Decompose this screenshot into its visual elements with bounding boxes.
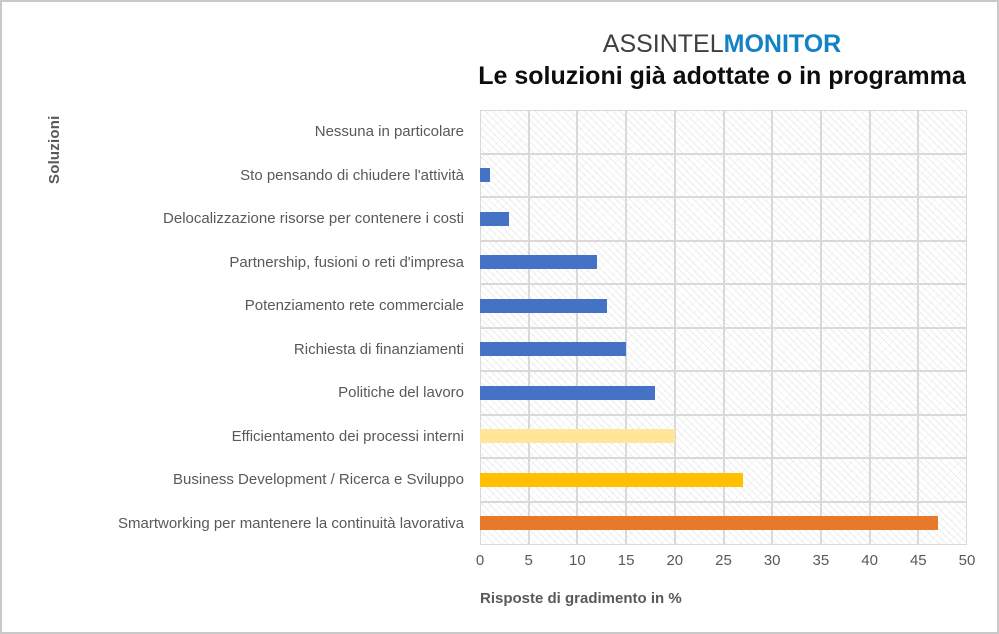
category-label: Potenziamento rete commerciale	[244, 297, 464, 315]
x-tick-label: 5	[524, 552, 533, 569]
horizontal-gridline	[480, 326, 967, 329]
horizontal-gridline	[480, 283, 967, 285]
chart-subtitle: Le soluzioni già adottate o in programma	[478, 62, 966, 90]
bar	[480, 342, 627, 357]
category-label: Smartworking per mantenere la continuità…	[117, 514, 464, 532]
horizontal-gridline	[480, 152, 967, 155]
bar-row	[480, 110, 967, 154]
x-tick-label: 10	[569, 552, 586, 569]
bar-row	[480, 241, 967, 285]
bar-row	[480, 154, 967, 198]
chart-header: ASSINTELMONITOR Le soluzioni già adottat…	[442, 29, 997, 91]
x-tick-label: 30	[763, 552, 781, 569]
horizontal-gridline	[480, 413, 967, 416]
x-tick-label: 45	[909, 552, 927, 569]
x-tick-label: 25	[715, 552, 732, 569]
bar	[480, 255, 597, 270]
x-tick-label: 50	[958, 552, 976, 569]
bar	[480, 298, 607, 313]
horizontal-gridline	[480, 500, 967, 503]
horizontal-gridline	[480, 239, 967, 242]
x-tick-label: 15	[617, 552, 635, 569]
brand-monitor: MONITOR	[723, 30, 842, 58]
bar-row	[480, 458, 967, 502]
bar-row	[480, 284, 967, 328]
bar	[480, 516, 938, 531]
x-axis-tick-labels: 0 5 10 15 20 25 30 35 40 45 50	[476, 552, 976, 572]
x-tick-label: 40	[861, 552, 878, 569]
category-label: Politiche del lavoro	[338, 384, 464, 402]
bar-row	[480, 502, 967, 546]
horizontal-gridline	[480, 110, 967, 111]
x-tick-label: 35	[812, 552, 830, 569]
x-tick-label: 0	[475, 552, 485, 569]
horizontal-gridline	[480, 457, 967, 459]
category-label: Business Development / Ricerca e Svilupp…	[173, 471, 464, 489]
bar-row	[480, 328, 967, 372]
bar	[480, 385, 656, 400]
horizontal-gridline	[480, 370, 967, 372]
plot-area	[480, 110, 967, 545]
bar	[480, 211, 510, 226]
horizontal-gridline	[480, 544, 967, 545]
horizontal-gridline	[480, 196, 967, 198]
category-label: Partnership, fusioni o reti d'impresa	[229, 253, 464, 271]
bar	[480, 168, 490, 183]
bar	[480, 429, 675, 444]
category-label: Delocalizzazione risorse per contenere i…	[163, 210, 464, 228]
bar-row	[480, 197, 967, 241]
category-label: Sto pensando di chiudere l'attività	[240, 166, 464, 184]
category-label: Nessuna in particolare	[314, 123, 464, 141]
bar-row	[480, 415, 967, 459]
bar-row	[480, 371, 967, 415]
bar-rows	[480, 110, 967, 545]
brand-title: ASSINTELMONITOR	[442, 29, 997, 59]
x-tick-label: 20	[666, 552, 684, 569]
category-axis-labels: Nessuna in particolare Sto pensando di ch…	[10, 110, 464, 545]
x-axis-title: Risposte di gradimento in %	[480, 590, 682, 607]
bar	[480, 472, 743, 487]
category-label: Richiesta di finanziamenti	[293, 340, 464, 358]
category-label: Efficientamento dei processi interni	[231, 427, 464, 445]
brand-assintel: ASSINTEL	[602, 30, 724, 58]
